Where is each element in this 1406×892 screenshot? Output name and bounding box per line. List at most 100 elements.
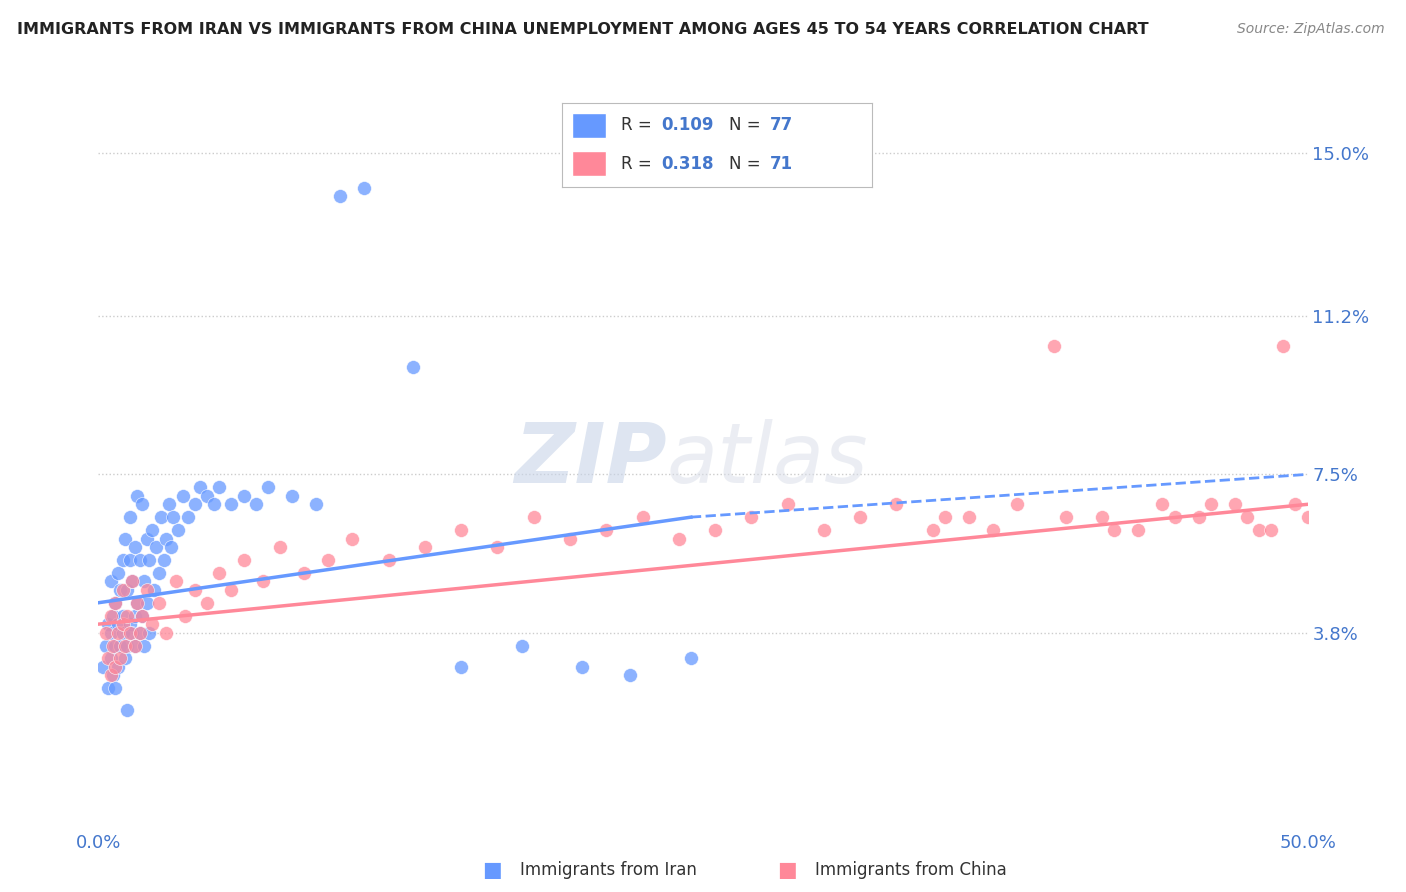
Point: [127, 596, 149, 610]
Point: [704, 523, 727, 537]
Point: [1091, 510, 1114, 524]
Point: [128, 625, 150, 640]
Point: [152, 553, 174, 567]
Point: [1272, 339, 1295, 353]
Point: [118, 617, 141, 632]
Point: [97, 651, 120, 665]
Point: [450, 523, 472, 537]
Point: [101, 668, 124, 682]
Text: N =: N =: [730, 117, 766, 135]
Point: [104, 596, 127, 610]
Point: [107, 625, 129, 640]
Point: [849, 510, 872, 524]
Point: [1007, 497, 1029, 511]
Text: 0.109: 0.109: [661, 117, 714, 135]
Point: [1236, 510, 1258, 524]
Point: [131, 608, 153, 623]
Point: [100, 574, 122, 589]
Point: [256, 480, 278, 494]
Point: [510, 639, 533, 653]
Point: [292, 566, 315, 580]
Point: [135, 596, 157, 610]
Text: ■: ■: [778, 860, 797, 880]
Point: [108, 582, 131, 597]
Point: [114, 532, 136, 546]
Point: [886, 497, 908, 511]
Point: [104, 681, 127, 696]
Point: [558, 532, 581, 546]
Point: [204, 497, 226, 511]
FancyBboxPatch shape: [572, 112, 606, 138]
Text: Immigrants from Iran: Immigrants from Iran: [520, 861, 697, 879]
Point: [97, 617, 120, 632]
Point: [107, 566, 129, 580]
Point: [100, 651, 122, 665]
Point: [100, 608, 122, 623]
Point: [329, 189, 352, 203]
Point: [104, 660, 127, 674]
Point: [305, 497, 328, 511]
Point: [195, 489, 218, 503]
Point: [252, 574, 274, 589]
Text: IMMIGRANTS FROM IRAN VS IMMIGRANTS FROM CHINA UNEMPLOYMENT AMONG AGES 45 TO 54 Y: IMMIGRANTS FROM IRAN VS IMMIGRANTS FROM …: [17, 22, 1149, 37]
Point: [94, 639, 117, 653]
Point: [523, 510, 546, 524]
Text: ZIP: ZIP: [515, 419, 666, 500]
Point: [127, 489, 149, 503]
Point: [208, 566, 231, 580]
Point: [107, 660, 129, 674]
Point: [94, 625, 117, 640]
Point: [232, 553, 254, 567]
Point: [118, 510, 141, 524]
Point: [111, 582, 134, 597]
Point: [141, 617, 163, 632]
Point: [740, 510, 762, 524]
Point: [111, 625, 134, 640]
Point: [1199, 497, 1222, 511]
Point: [134, 574, 156, 589]
Point: [921, 523, 943, 537]
Point: [281, 489, 304, 503]
Point: [1249, 523, 1271, 537]
Point: [111, 608, 134, 623]
Point: [377, 553, 399, 567]
Point: [117, 703, 139, 717]
Point: [208, 480, 231, 494]
Point: [124, 639, 146, 653]
Point: [177, 510, 200, 524]
Point: [184, 497, 207, 511]
Point: [184, 582, 207, 597]
Point: [131, 497, 153, 511]
Point: [124, 639, 146, 653]
Point: [402, 360, 425, 375]
Point: [118, 553, 141, 567]
Text: atlas: atlas: [666, 419, 869, 500]
Text: 71: 71: [769, 154, 793, 172]
Point: [138, 625, 160, 640]
Point: [155, 625, 177, 640]
Point: [104, 639, 127, 653]
Point: [121, 625, 143, 640]
Point: [1152, 497, 1174, 511]
Point: [165, 574, 187, 589]
Point: [934, 510, 956, 524]
Point: [91, 660, 114, 674]
Point: [1188, 510, 1211, 524]
Point: [981, 523, 1004, 537]
Point: [127, 596, 149, 610]
Point: [135, 532, 157, 546]
Point: [1054, 510, 1077, 524]
Point: [188, 480, 211, 494]
Text: R =: R =: [621, 154, 657, 172]
Point: [124, 540, 146, 554]
Point: [104, 596, 127, 610]
Point: [157, 497, 180, 511]
Point: [148, 596, 170, 610]
Point: [174, 608, 197, 623]
Point: [131, 608, 153, 623]
Point: [108, 651, 131, 665]
Point: [128, 553, 150, 567]
Point: [619, 668, 641, 682]
Point: [571, 660, 593, 674]
Point: [1223, 497, 1246, 511]
